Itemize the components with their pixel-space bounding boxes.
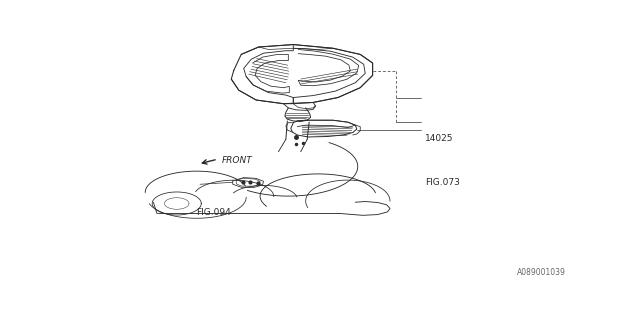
Text: FRONT: FRONT [221,156,252,165]
Text: FIG.094: FIG.094 [196,208,231,217]
Text: A089001039: A089001039 [517,268,566,277]
Text: FIG.073: FIG.073 [425,178,460,187]
Text: 14025: 14025 [425,134,453,143]
